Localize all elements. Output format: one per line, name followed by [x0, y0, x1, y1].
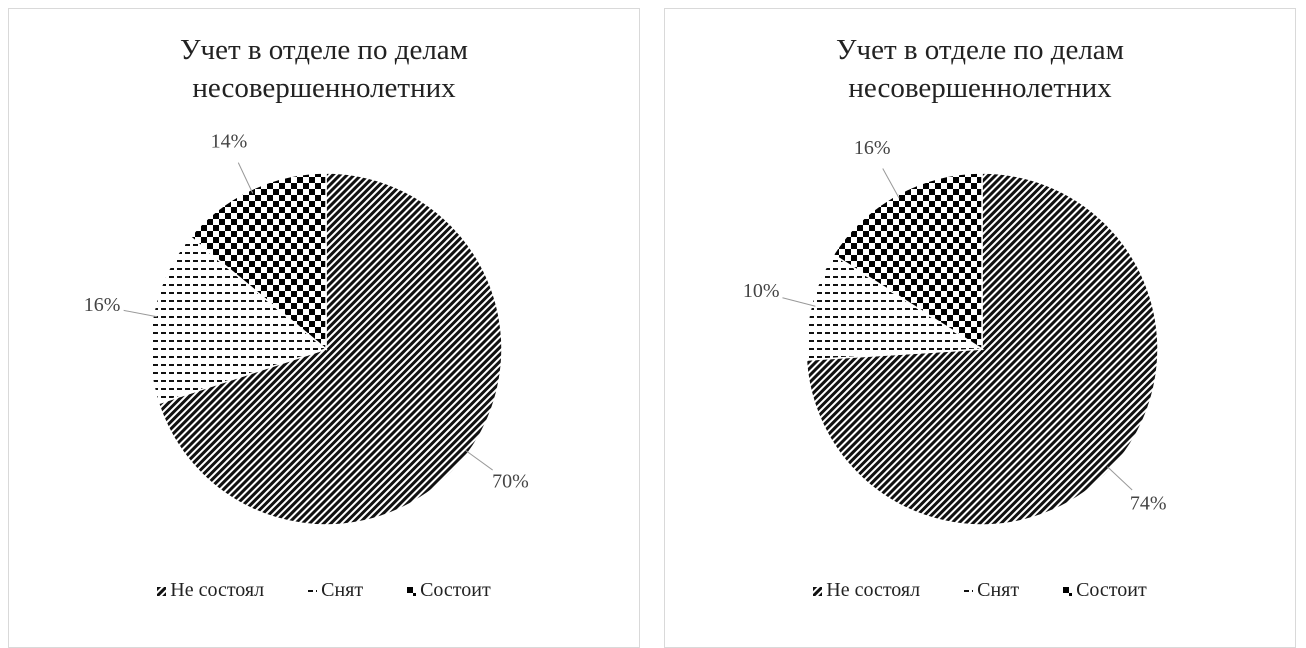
leader-line [1107, 466, 1133, 491]
data-label: 16% [854, 137, 891, 159]
legend-label: Состоит [1076, 579, 1147, 601]
legend-label: Состоит [420, 579, 491, 601]
legend-marker [308, 586, 318, 596]
leader-line [782, 297, 816, 307]
legend-swatch [407, 586, 417, 596]
legend-item: Не состоял [157, 579, 264, 602]
legend-item: Снят [964, 579, 1019, 602]
legend-label: Не состоял [170, 579, 265, 601]
pie-chart: 74% 10% 16% [743, 137, 1167, 526]
legend-swatch [308, 586, 318, 596]
legend: Не состоял Снят Состоит [9, 579, 639, 602]
legend-label: Не состоял [826, 579, 921, 601]
data-label: 16% [84, 294, 121, 316]
legend-marker [1063, 586, 1073, 596]
leader-line [123, 309, 158, 318]
legend-marker [157, 586, 167, 596]
legend-item: Состоит [1063, 579, 1147, 602]
legend-label: Снят [321, 579, 364, 601]
legend-item: Снят [308, 579, 363, 602]
chart-title: Учет в отделе по делам несовершеннолетни… [835, 34, 1125, 104]
page: Учет в отделе по делам несовершеннолетни… [8, 8, 1296, 648]
legend-label: Снят [977, 579, 1020, 601]
legend-item: Состоит [407, 579, 491, 602]
data-label: 14% [211, 130, 248, 152]
chart-title: Учет в отделе по делам несовершеннолетни… [179, 34, 469, 104]
chart-panel: Учет в отделе по делам несовершеннолетни… [664, 8, 1296, 648]
legend-marker [813, 586, 823, 596]
legend-swatch [157, 586, 167, 596]
leader-line [464, 449, 493, 471]
legend-swatch [813, 586, 823, 596]
chart-panel: Учет в отделе по делам несовершеннолетни… [8, 8, 640, 648]
legend-marker [407, 586, 417, 596]
data-label: 70% [492, 471, 529, 493]
leader-line [882, 168, 900, 199]
legend-item: Не состоял [813, 579, 920, 602]
data-label: 10% [743, 280, 780, 302]
data-label: 74% [1130, 493, 1167, 515]
legend-swatch [964, 586, 974, 596]
legend-marker [964, 586, 974, 596]
leader-line [237, 162, 254, 194]
legend: Не состоял Снят Состоит [665, 579, 1295, 602]
pie-chart: 70% 16% 14% [84, 130, 529, 526]
legend-swatch [1063, 586, 1073, 596]
